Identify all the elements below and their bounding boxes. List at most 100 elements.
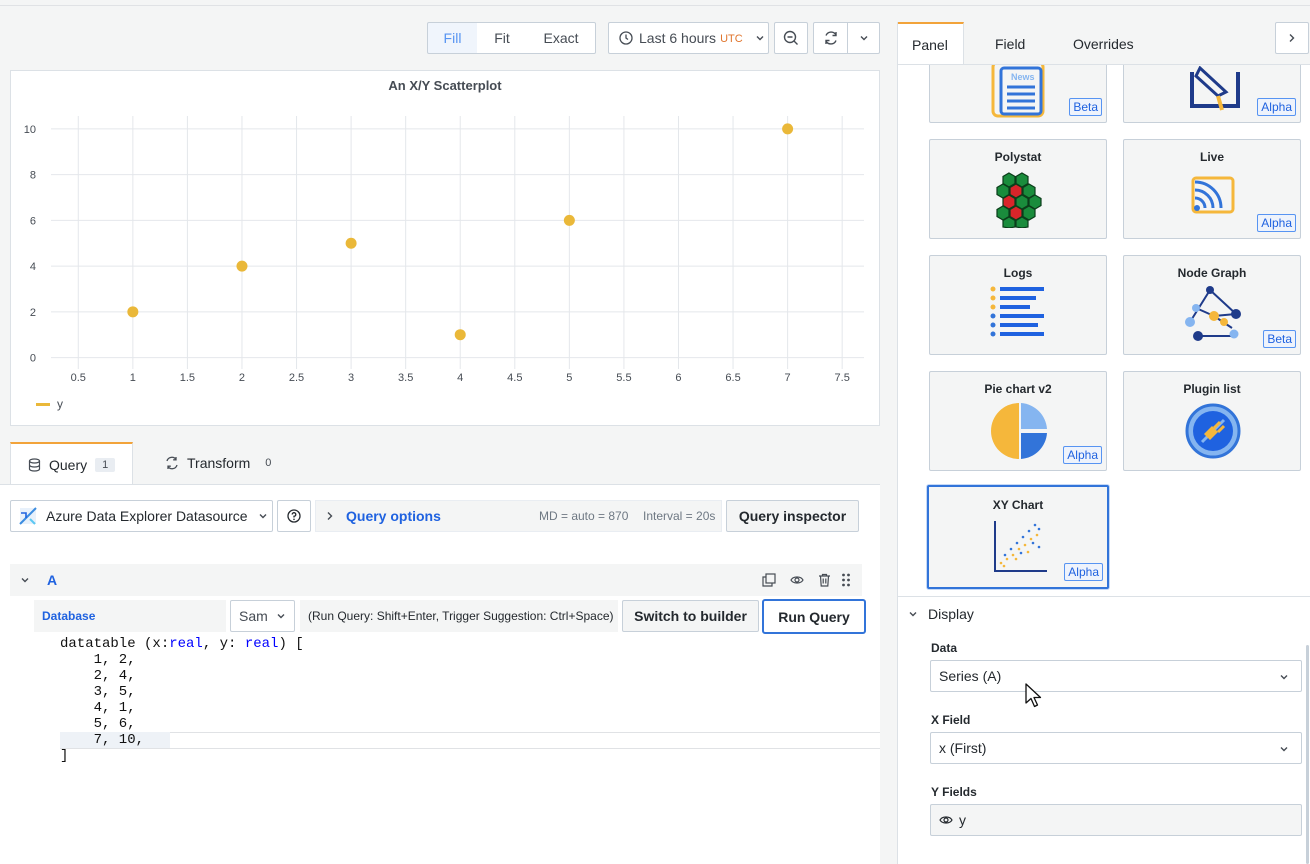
database-icon (28, 458, 41, 472)
viz-card-logs[interactable]: Logs (929, 255, 1107, 355)
x-tick-label: 1.5 (180, 372, 195, 384)
legend-swatch (36, 403, 50, 406)
data-point (345, 237, 357, 249)
viz-title: Pie chart v2 (984, 382, 1052, 396)
viz-card-node-graph[interactable]: Node Graph Beta (1123, 255, 1301, 355)
database-label: Database (34, 600, 226, 632)
annotation-icon (1188, 66, 1244, 118)
chart-title: An X/Y Scatterplot (388, 78, 502, 93)
duplicate-icon[interactable] (762, 573, 776, 587)
drag-handle-icon[interactable] (841, 573, 851, 587)
data-point (454, 329, 466, 341)
time-range-label: Last 6 hours (639, 30, 717, 46)
eye-icon[interactable] (790, 574, 804, 586)
viz-card-annotations[interactable]: Alpha (1123, 65, 1301, 123)
azure-data-explorer-icon (19, 507, 37, 525)
options-tabbar (898, 22, 1310, 64)
x-tick-label: 0.5 (71, 372, 86, 384)
query-inspector-button[interactable]: Query inspector (726, 500, 859, 532)
viz-card-pie-chart[interactable]: Pie chart v2 Alpha (929, 371, 1107, 471)
view-fill-button[interactable]: Fill (427, 22, 478, 54)
time-range-picker[interactable]: Last 6 hours UTC (608, 22, 769, 54)
viz-badge: Alpha (1063, 446, 1102, 464)
code-editor[interactable]: datatable (x:real, y: real) [ 1, 2, 2, 4… (60, 636, 880, 772)
x-tick-label: 3.5 (398, 372, 413, 384)
tab-panel-label: Panel (912, 37, 948, 53)
help-button[interactable] (277, 500, 311, 532)
tab-field[interactable]: Field (995, 36, 1026, 52)
code-line: 2, 4, (60, 668, 136, 684)
viz-card-news[interactable]: News Beta (929, 65, 1107, 123)
viz-title: XY Chart (992, 498, 1044, 512)
view-fit-button[interactable]: Fit (477, 22, 528, 54)
y-tick-label: 4 (30, 261, 36, 273)
query-row-header: A (10, 564, 862, 596)
tab-panel[interactable]: Panel (898, 22, 964, 65)
tab-query[interactable]: Query 1 (10, 442, 133, 485)
interval-info: Interval = 20s (643, 509, 716, 523)
legend-label: y (57, 397, 63, 411)
viz-badge: Beta (1069, 98, 1102, 116)
tab-overrides[interactable]: Overrides (1073, 36, 1134, 52)
query-count-badge: 1 (95, 458, 116, 472)
viz-card-polystat[interactable]: Polystat (929, 139, 1107, 239)
code-line: 4, 1, (60, 700, 136, 716)
datasource-picker[interactable]: Azure Data Explorer Datasource (10, 500, 273, 532)
viz-title: Node Graph (1177, 266, 1247, 280)
viz-badge: Alpha (1257, 98, 1296, 116)
viz-card-xy-chart[interactable]: XY Chart Alpha (927, 485, 1109, 589)
code-line: 3, 5, (60, 684, 136, 700)
refresh-interval-dropdown[interactable] (847, 22, 880, 54)
tab-query-label: Query (49, 457, 88, 473)
data-point (563, 214, 575, 226)
zoom-out-button[interactable] (774, 22, 808, 54)
query-options-label: Query options (346, 508, 441, 524)
node-graph-icon (1184, 286, 1242, 342)
zoom-out-icon (783, 30, 799, 46)
collapse-chevron-icon[interactable] (20, 575, 30, 585)
trash-icon[interactable] (818, 573, 831, 587)
data-point (782, 123, 794, 135)
viz-badge: Beta (1263, 330, 1296, 348)
code-line: 7, 10, (60, 732, 145, 748)
query-options-row[interactable]: Query options MD = auto = 870 Interval =… (315, 500, 722, 532)
database-select[interactable]: Sam (230, 600, 295, 632)
query-ref-id[interactable]: A (47, 572, 58, 588)
display-section-label: Display (928, 606, 974, 622)
collapse-options-button[interactable] (1275, 22, 1309, 54)
run-query-button[interactable]: Run Query (762, 599, 866, 634)
viz-title: Live (1199, 150, 1224, 164)
data-point (236, 260, 248, 272)
x-tick-label: 6.5 (725, 372, 740, 384)
y-tick-label: 2 (30, 307, 36, 319)
code-line: 1, 2, (60, 652, 136, 668)
news-icon: News (989, 65, 1047, 120)
display-section-header[interactable]: Display (898, 597, 1310, 631)
tabs-divider (898, 64, 1310, 65)
x-tick-label: 4.5 (507, 372, 522, 384)
refresh-icon (823, 30, 839, 46)
switch-to-builder-button[interactable]: Switch to builder (622, 600, 759, 632)
viz-title: Polystat (994, 150, 1042, 164)
chevron-down-icon (859, 33, 869, 43)
x-tick-label: 7.5 (835, 372, 850, 384)
viz-card-live[interactable]: Live Alpha (1123, 139, 1301, 239)
y-tick-label: 0 (30, 353, 36, 365)
xy-chart-icon (991, 519, 1049, 575)
transform-count-badge: 0 (258, 456, 279, 470)
options-scrollbar[interactable] (1306, 645, 1309, 864)
x-tick-label: 5 (566, 372, 572, 384)
pie-chart-icon (990, 402, 1048, 460)
code-line: 5, 6, (60, 716, 136, 732)
refresh-button[interactable] (813, 22, 848, 54)
tab-transform[interactable]: Transform 0 (165, 455, 279, 471)
code-line: datatable (x:real, y: real) [ (60, 636, 304, 652)
x-tick-label: 4 (457, 372, 463, 384)
logs-icon (990, 286, 1046, 344)
clock-icon (619, 31, 633, 45)
view-exact-button[interactable]: Exact (527, 22, 596, 54)
transform-icon (165, 456, 179, 470)
viz-card-plugin-list[interactable]: Plugin list (1123, 371, 1301, 471)
y-tick-label: 6 (30, 215, 36, 227)
current-line-highlight (60, 732, 880, 749)
